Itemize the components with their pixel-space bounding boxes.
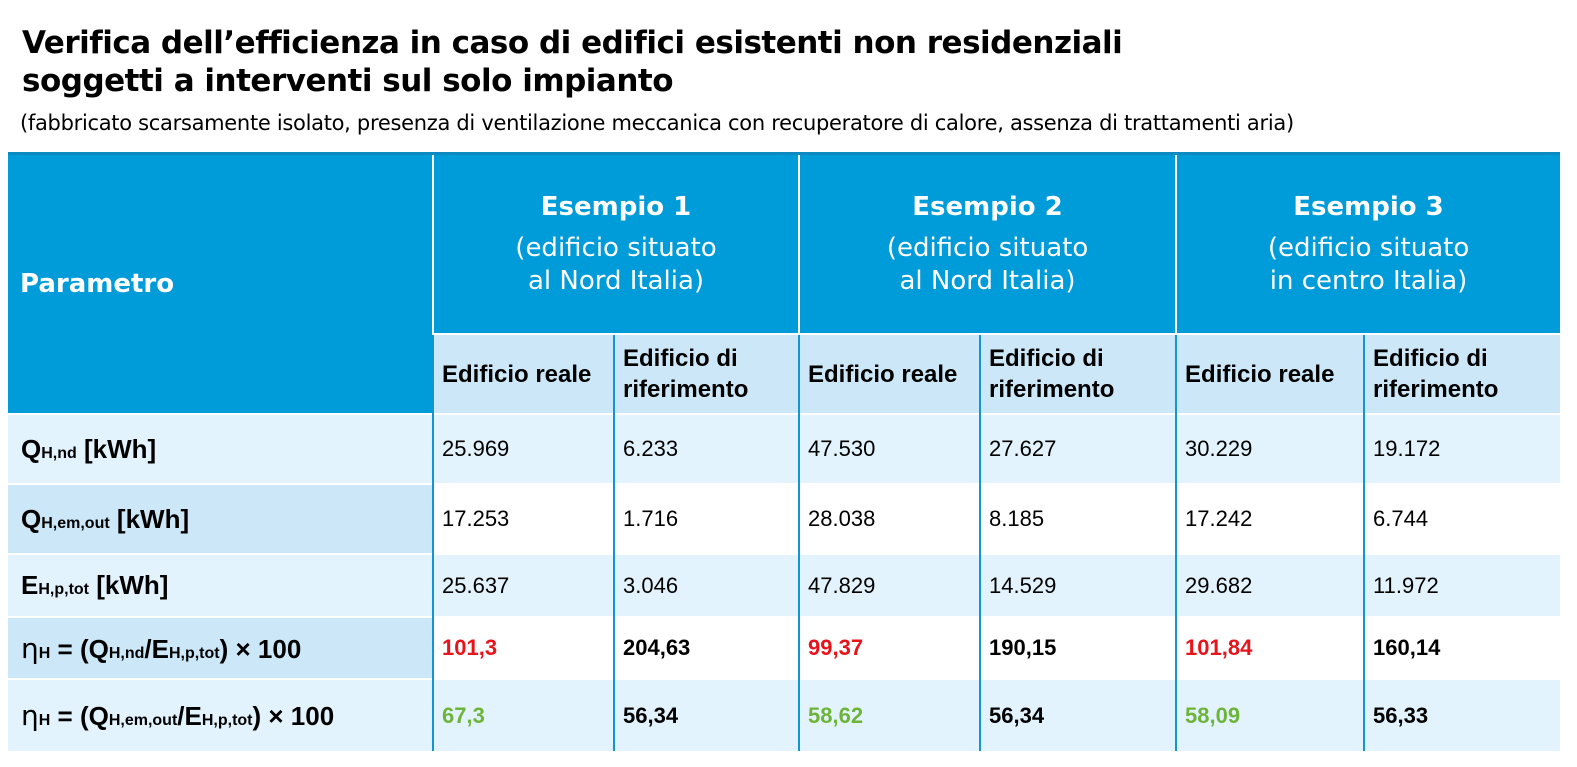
row-label-qhnd: QH,nd [kWh] [8, 413, 433, 484]
example-1-real-label: Edificio reale [442, 360, 592, 388]
cell-value: 25.969 [432, 413, 614, 484]
cell-value: 6.744 [1363, 483, 1561, 554]
cell-value: 19.172 [1363, 413, 1561, 484]
page-subtitle: (fabbricato scarsamente isolato, presenz… [20, 111, 1294, 135]
example-2-real-header: Edificio reale [798, 333, 981, 414]
example-3-ref-label-2: riferimento [1373, 376, 1499, 403]
cell-value: 3.046 [612, 553, 800, 617]
parametro-header-label: Parametro [20, 269, 175, 299]
cell-value: 14.529 [979, 553, 1177, 617]
title-line-2: soggetti a interventi sul solo impianto [22, 63, 674, 99]
example-1-ref-label-1: Edificio di [623, 345, 738, 372]
header-row-subcolumns: Edificio reale Edificio di riferimento Ed… [8, 333, 1561, 414]
cell-value: 29.682 [1175, 553, 1365, 617]
cell-value: 11.972 [1363, 553, 1561, 617]
example-1-header: Esempio 1 (edificio situato al Nord Ital… [431, 152, 800, 334]
cell-value: 204,63 [612, 616, 800, 679]
cell-value: 30.229 [1175, 413, 1365, 484]
example-2-ref-header: Edificio di riferimento [979, 333, 1177, 414]
row-label-eta-emout: ηH = (QH,em,out/EH,p,tot) × 100 [8, 678, 433, 751]
example-3-sub-line-2: in centro Italia) [1269, 266, 1468, 296]
header-row-examples: Parametro Esempio 1 (edificio situato al… [8, 152, 1561, 414]
cell-value: 56,33 [1363, 678, 1561, 751]
cell-value-fail: 101,84 [1175, 616, 1365, 679]
example-1-real-header: Edificio reale [432, 333, 614, 414]
cell-value-fail: 101,3 [432, 616, 614, 679]
row-label-eta-nd: ηH = (QH,nd/EH,p,tot) × 100 [8, 616, 433, 679]
cell-value: 17.242 [1175, 483, 1365, 554]
cell-value-pass: 67,3 [432, 678, 614, 751]
example-2-ref-label-1: Edificio di [989, 345, 1104, 372]
row-label-qhemout: QH,em,out [kWh] [8, 483, 433, 554]
example-2-title: Esempio 2 [912, 192, 1063, 222]
title-line-1: Verifica dell’efficienza in caso di edif… [22, 25, 1123, 61]
example-1-sub-line-1: (edificio situato [515, 233, 717, 263]
page-title: Verifica dell’efficienza in caso di edif… [22, 24, 1123, 100]
cell-value: 25.637 [432, 553, 614, 617]
cell-value: 8.185 [979, 483, 1177, 554]
table-row: ηH = (QH,em,out/EH,p,tot) × 100 67,3 56,… [8, 678, 1561, 751]
cell-value: 56,34 [979, 678, 1177, 751]
example-3-real-label: Edificio reale [1185, 360, 1335, 388]
cell-value: 56,34 [612, 678, 800, 751]
example-2-sub-line-2: al Nord Italia) [899, 266, 1076, 296]
example-2-ref-label-2: riferimento [989, 376, 1115, 403]
table-row: ηH = (QH,nd/EH,p,tot) × 100 101,3 204,63… [8, 616, 1561, 679]
example-2-header: Esempio 2 (edificio situato al Nord Ital… [798, 152, 1177, 334]
example-3-ref-header: Edificio di riferimento [1363, 333, 1561, 414]
cell-value-fail: 99,37 [798, 616, 981, 679]
example-3-header: Esempio 3 (edificio situato in centro It… [1175, 152, 1561, 334]
cell-value: 47.530 [798, 413, 981, 484]
example-3-title: Esempio 3 [1293, 192, 1444, 222]
cell-value: 47.829 [798, 553, 981, 617]
example-1-ref-label-2: riferimento [623, 376, 749, 403]
table-row: QH,nd [kWh] 25.969 6.233 47.530 27.627 3… [8, 413, 1561, 484]
cell-value-pass: 58,09 [1175, 678, 1365, 751]
example-1-title: Esempio 1 [540, 192, 692, 222]
example-1-sub-line-2: al Nord Italia) [527, 266, 705, 296]
cell-value-pass: 58,62 [798, 678, 981, 751]
cell-value: 27.627 [979, 413, 1177, 484]
example-2-real-label: Edificio reale [808, 360, 958, 388]
example-3-ref-label-1: Edificio di [1373, 345, 1488, 372]
example-2-sub-line-1: (edificio situato [886, 233, 1089, 263]
cell-value: 190,15 [979, 616, 1177, 679]
cell-value: 160,14 [1363, 616, 1561, 679]
cell-value: 28.038 [798, 483, 981, 554]
efficiency-table: Parametro Esempio 1 (edificio situato al… [8, 152, 1561, 751]
cell-value: 17.253 [432, 483, 614, 554]
example-3-sub-line-1: (edificio situato [1267, 233, 1470, 263]
parametro-header: Parametro [8, 152, 433, 414]
example-1-ref-header: Edificio di riferimento [612, 333, 800, 414]
cell-value: 1.716 [612, 483, 800, 554]
table-row: QH,em,out [kWh] 17.253 1.716 28.038 8.18… [8, 483, 1561, 554]
cell-value: 6.233 [612, 413, 800, 484]
example-3-real-header: Edificio reale [1175, 333, 1365, 414]
row-label-ehptot: EH,p,tot [kWh] [8, 553, 433, 617]
table-row: EH,p,tot [kWh] 25.637 3.046 47.829 14.52… [8, 553, 1561, 617]
